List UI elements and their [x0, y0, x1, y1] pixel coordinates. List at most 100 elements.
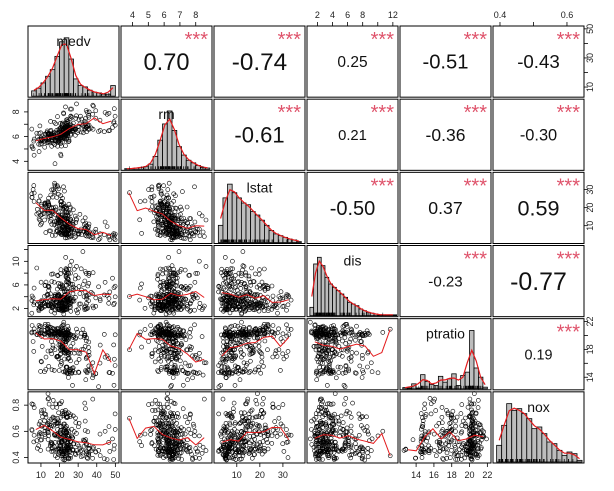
scatter-point	[173, 231, 179, 236]
scatter-point	[365, 454, 371, 460]
scatter-point	[180, 328, 186, 334]
scatter-point	[189, 298, 194, 304]
hist-bar-lstat-6	[245, 204, 252, 243]
scatter-point	[97, 431, 103, 437]
scatter-point	[360, 448, 365, 454]
scatter-point	[182, 219, 188, 224]
scatter-point	[167, 266, 173, 272]
scatter-point	[74, 101, 79, 107]
scatter-point	[284, 433, 289, 439]
scatter-point	[74, 264, 79, 269]
scatter-dis-vs-rm	[127, 249, 209, 317]
scatter-point	[332, 349, 338, 355]
scatter-point	[58, 153, 64, 158]
scatter-point	[328, 339, 334, 344]
scatter-point	[183, 284, 188, 289]
scatter-point	[231, 456, 236, 461]
scatter-point	[164, 425, 170, 430]
scatter-point	[315, 354, 321, 359]
scatter-point	[261, 308, 267, 314]
scatter-point	[61, 130, 67, 135]
scatter-point	[233, 457, 239, 462]
scatter-point	[309, 328, 314, 334]
scatter-point	[336, 449, 342, 454]
scatter-point	[169, 227, 175, 232]
scatter-point	[262, 428, 268, 434]
scatter-point	[319, 332, 325, 338]
scatter-point	[43, 230, 49, 235]
hist-bar-dis-7	[335, 290, 341, 317]
scatter-point	[86, 363, 92, 369]
scatter-point	[186, 445, 192, 451]
scatter-point	[375, 370, 381, 376]
scatter-point	[86, 345, 91, 350]
scatter-point	[183, 337, 189, 342]
scatter-point	[61, 286, 66, 292]
scatter-point	[56, 281, 61, 286]
scatter-point	[159, 425, 165, 431]
scatter-point	[66, 266, 72, 272]
scatter-point	[251, 347, 257, 353]
scatter-point	[164, 401, 170, 407]
scatter-point	[167, 423, 173, 429]
scatter-point	[163, 436, 169, 442]
scatter-point	[330, 421, 335, 426]
hist-bar-dis-4	[324, 276, 330, 317]
scatter-point	[106, 356, 111, 362]
scatter-point	[85, 123, 90, 128]
scatter-point	[188, 237, 193, 243]
scatter-point	[220, 447, 225, 453]
scatter-point	[237, 377, 243, 383]
hist-bar-lstat-9	[259, 219, 265, 243]
scatter-point	[272, 419, 278, 424]
scatter-point	[225, 367, 231, 372]
scatter-point	[60, 451, 66, 457]
scatter-point	[168, 399, 174, 404]
scatter-point	[186, 363, 192, 369]
cell-frame-ptratio-medv	[27, 318, 120, 391]
scatter-point	[43, 203, 49, 209]
scatter-point	[178, 235, 184, 241]
scatter-point	[31, 329, 37, 335]
scatter-point	[246, 273, 252, 279]
scatter-point	[315, 359, 321, 365]
hist-bar-dis-6	[332, 286, 337, 317]
scatter-point	[336, 421, 342, 427]
scatter-point	[254, 441, 260, 447]
scatter-point	[39, 408, 44, 413]
scatter-point	[63, 104, 68, 110]
scatter-point	[281, 356, 287, 362]
scatter-point	[243, 424, 249, 429]
scatter-point	[278, 431, 283, 437]
scatter-point	[37, 123, 43, 129]
scatter-point	[31, 302, 37, 308]
scatter-point	[57, 230, 63, 235]
scatter-point	[158, 329, 163, 334]
scatter-point	[102, 292, 107, 298]
hist-bar-dis-5	[328, 283, 333, 317]
scatter-point	[30, 339, 36, 344]
scatter-point	[336, 418, 342, 424]
scatter-point	[72, 213, 78, 219]
scatter-point	[233, 445, 238, 451]
scatter-point	[324, 364, 330, 370]
scatter-point	[348, 358, 354, 364]
scatter-point	[231, 400, 237, 406]
scatter-point	[197, 233, 203, 239]
hist-bar-nox-3	[511, 409, 518, 463]
scatter-point	[64, 209, 69, 215]
scatter-point	[61, 224, 67, 230]
scatter-point	[31, 138, 37, 144]
scatter-point	[365, 330, 371, 336]
scatter-point	[262, 338, 268, 344]
scatter-point	[36, 198, 42, 204]
scatter-point	[156, 369, 161, 375]
scatter-point	[337, 352, 342, 357]
scatter-point	[176, 456, 181, 461]
scatter-point	[325, 401, 330, 407]
scatter-point	[231, 406, 236, 412]
scatter-point	[275, 330, 280, 336]
scatter-point	[73, 273, 78, 278]
scatter-point	[197, 305, 202, 310]
scatter-point	[65, 299, 71, 305]
